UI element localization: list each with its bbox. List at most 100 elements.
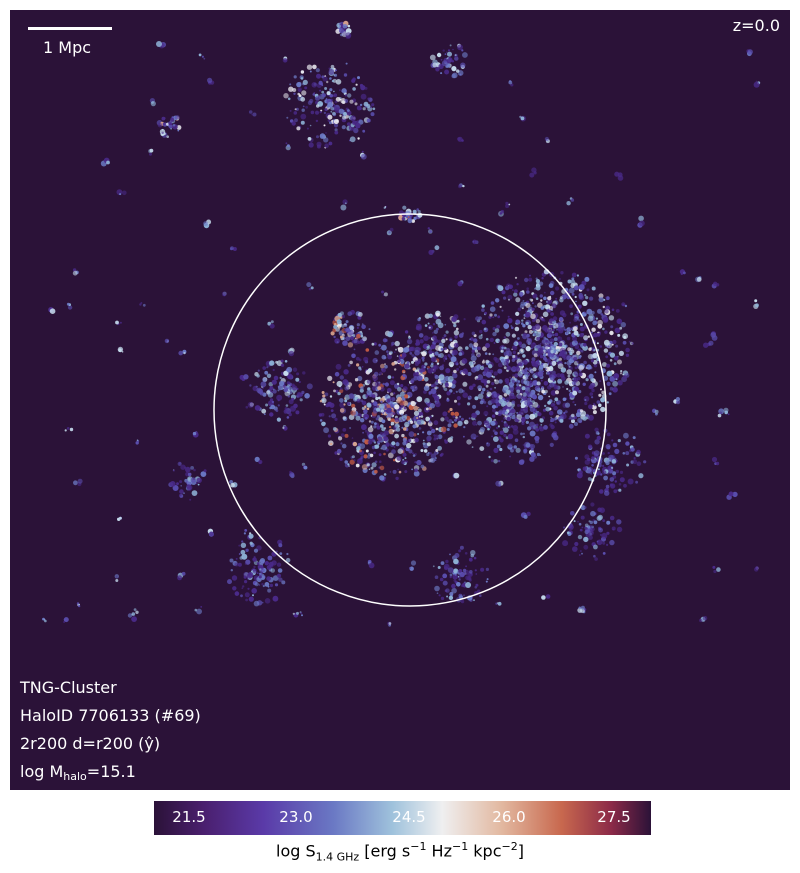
emission-pixel [379, 431, 384, 436]
emission-pixel [446, 51, 448, 53]
emission-pixel [532, 411, 536, 415]
emission-pixel [435, 312, 440, 317]
emission-pixel [591, 327, 596, 332]
emission-pixel [483, 420, 490, 426]
emission-pixel [498, 379, 503, 384]
emission-pixel [513, 292, 518, 297]
emission-pixel [549, 442, 554, 447]
emission-pixel [290, 405, 296, 412]
emission-pixel [553, 323, 559, 329]
emission-pixel [382, 436, 389, 442]
emission-pixel [387, 452, 394, 459]
emission-pixel [513, 342, 517, 346]
emission-pixel [390, 392, 394, 396]
emission-pixel [625, 451, 630, 456]
emission-pixel [574, 366, 578, 370]
emission-pixel [574, 422, 578, 426]
emission-pixel [333, 90, 335, 93]
emission-pixel [417, 210, 421, 214]
emission-pixel [572, 326, 578, 331]
emission-pixel [602, 541, 606, 545]
emission-pixel [477, 589, 481, 593]
emission-pixel [283, 387, 289, 393]
emission-pixel [587, 335, 590, 338]
emission-pixel [599, 380, 602, 383]
emission-pixel [325, 97, 328, 100]
emission-pixel [319, 133, 326, 139]
emission-pixel [227, 579, 232, 585]
emission-pixel [488, 364, 493, 369]
emission-pixel [755, 303, 759, 308]
emission-pixel [347, 93, 352, 98]
emission-pixel [286, 552, 289, 556]
emission-pixel [343, 73, 348, 77]
emission-pixel [412, 454, 416, 457]
emission-pixel [240, 549, 246, 555]
emission-pixel [359, 388, 364, 393]
emission-pixel [602, 470, 607, 475]
emission-pixel [539, 294, 543, 298]
emission-pixel [550, 341, 553, 344]
emission-pixel [434, 575, 439, 579]
emission-pixel [453, 369, 457, 374]
emission-pixel [249, 541, 253, 545]
emission-pixel [615, 378, 618, 381]
emission-pixel [530, 370, 534, 374]
emission-pixel [556, 373, 561, 378]
emission-pixel [461, 49, 464, 52]
emission-pixel [257, 369, 260, 372]
emission-pixel [505, 358, 510, 363]
emission-pixel [526, 333, 530, 338]
emission-pixel [287, 390, 290, 393]
emission-pixel [425, 402, 428, 404]
emission-pixel [463, 318, 466, 321]
emission-pixel [416, 416, 419, 420]
emission-pixel [447, 410, 451, 413]
emission-pixel [393, 351, 396, 353]
emission-pixel [339, 23, 345, 29]
emission-pixel [583, 536, 589, 543]
emission-pixel [448, 595, 454, 600]
emission-pixel [388, 350, 393, 355]
emission-pixel [492, 429, 496, 433]
emission-pixel [594, 439, 600, 445]
emission-pixel [346, 401, 351, 406]
emission-pixel [429, 415, 432, 419]
emission-pixel [623, 335, 627, 339]
emission-pixel [269, 360, 275, 366]
emission-pixel [435, 427, 439, 431]
emission-pixel [363, 413, 369, 420]
emission-pixel [544, 357, 547, 361]
emission-pixel [332, 94, 335, 97]
emission-pixel [489, 337, 494, 343]
emission-pixel [404, 394, 409, 399]
emission-pixel [571, 292, 575, 296]
emission-pixel [356, 398, 361, 403]
emission-pixel [322, 394, 326, 398]
emission-pixel [379, 403, 385, 409]
emission-pixel [520, 116, 525, 121]
emission-pixel [683, 271, 686, 275]
emission-pixel [577, 534, 583, 540]
emission-pixel [330, 110, 333, 113]
emission-pixel [258, 575, 262, 579]
emission-pixel [266, 366, 269, 369]
emission-pixel [430, 367, 437, 373]
emission-pixel [544, 389, 548, 394]
emission-pixel [424, 377, 429, 382]
emission-pixel [594, 371, 597, 374]
emission-pixel [428, 350, 433, 355]
emission-pixel [462, 184, 465, 188]
emission-pixel [366, 407, 370, 411]
emission-pixel [298, 380, 301, 384]
emission-pixel [391, 441, 396, 446]
emission-pixel [525, 376, 529, 380]
emission-pixel [515, 319, 520, 324]
emission-pixel [503, 323, 510, 329]
emission-pixel [600, 388, 602, 391]
emission-pixel [386, 350, 389, 353]
emission-pixel [453, 323, 457, 328]
emission-pixel [329, 395, 333, 398]
emission-pixel [248, 533, 254, 539]
emission-pixel [612, 528, 615, 531]
